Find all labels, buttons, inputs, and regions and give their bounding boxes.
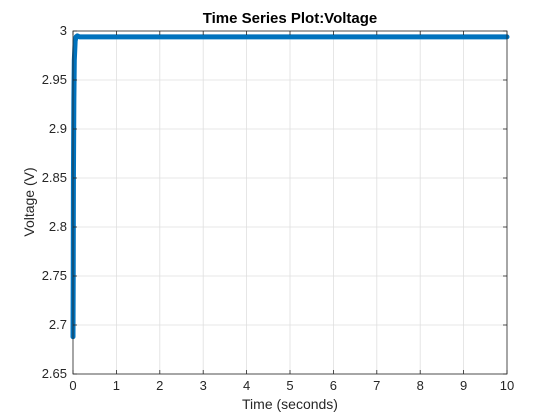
axis-ticks: 0 1 2 3 4 5 6 7 8 9 10 2.65 2.7 2.75 2.8 2.85 2.9 2.95 3	[42, 23, 515, 393]
x-tick-label: 7	[373, 378, 380, 393]
x-tick-label: 9	[460, 378, 467, 393]
x-tick-label: 3	[200, 378, 207, 393]
x-tick-label: 2	[156, 378, 163, 393]
x-tick-label: 10	[500, 378, 514, 393]
y-tick-label: 2.8	[49, 219, 67, 234]
y-tick-label: 2.7	[49, 317, 67, 332]
x-tick-label: 1	[113, 378, 120, 393]
y-axis-title: Voltage (V)	[21, 167, 37, 236]
y-tick-label: 2.85	[42, 170, 67, 185]
y-tick-label: 2.75	[42, 268, 67, 283]
x-tick-label: 8	[417, 378, 424, 393]
x-tick-label: 0	[69, 378, 76, 393]
y-tick-label: 2.95	[42, 72, 67, 87]
chart-title: Time Series Plot:Voltage	[203, 10, 378, 27]
y-tick-label: 2.65	[42, 366, 67, 381]
series-line-voltage	[70, 33, 510, 340]
series-layer	[70, 33, 510, 340]
x-tick-label: 5	[286, 378, 293, 393]
y-tick-label: 2.9	[49, 121, 67, 136]
y-tick-label: 3	[60, 23, 67, 38]
x-tick-label: 6	[330, 378, 337, 393]
x-tick-label: 4	[243, 378, 250, 393]
x-axis-title: Time (seconds)	[242, 396, 338, 412]
